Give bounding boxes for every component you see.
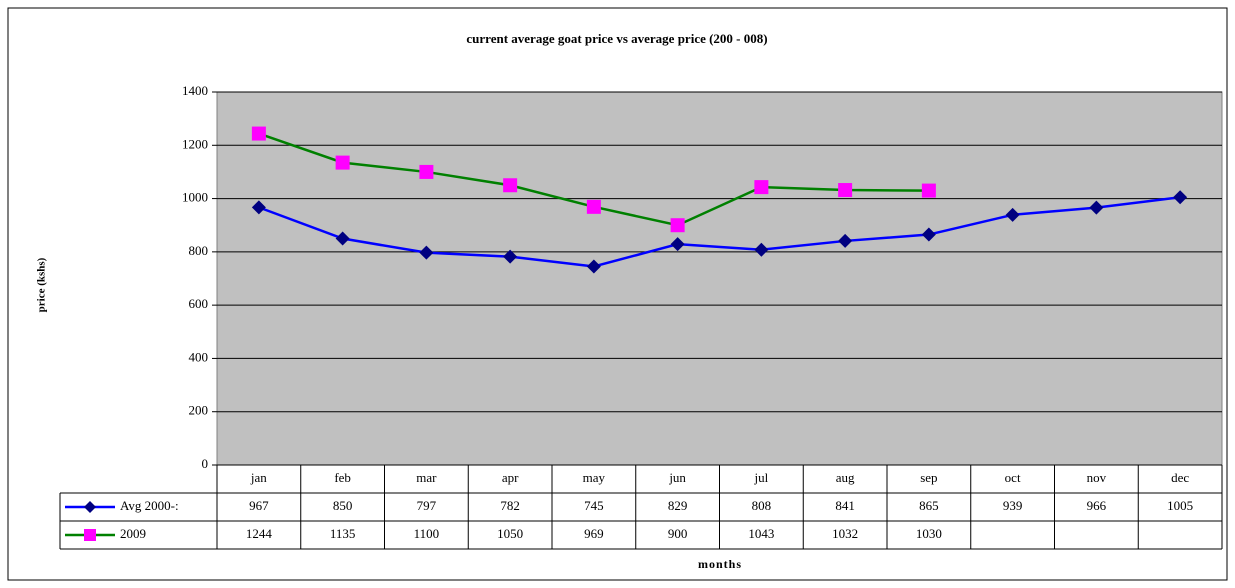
table-value: 850 — [333, 498, 353, 513]
table-value: 1244 — [246, 526, 273, 541]
table-value: 829 — [668, 498, 688, 513]
x-tick-label: mar — [416, 470, 437, 485]
y-tick-label: 1000 — [182, 190, 208, 205]
marker — [1173, 190, 1188, 205]
x-tick-label: nov — [1087, 470, 1107, 485]
y-tick-label: 0 — [202, 456, 209, 471]
x-tick-label: apr — [502, 470, 519, 485]
x-tick-label: feb — [334, 470, 351, 485]
plot-area — [216, 91, 1223, 466]
marker — [503, 178, 518, 193]
marker — [419, 245, 434, 260]
marker — [921, 227, 936, 242]
y-tick-label: 800 — [189, 243, 209, 258]
x-tick-label: oct — [1005, 470, 1021, 485]
y-tick-label: 400 — [189, 349, 209, 364]
y-tick-label: 1400 — [182, 83, 208, 98]
marker — [754, 242, 769, 257]
table-value: 900 — [668, 526, 688, 541]
table-value: 782 — [500, 498, 520, 513]
legend-marker — [84, 529, 96, 541]
x-tick-label: dec — [1171, 470, 1189, 485]
chart-title: current average goat price vs average pr… — [466, 31, 767, 46]
x-tick-label: aug — [836, 470, 855, 485]
marker — [838, 183, 853, 198]
table-value: 939 — [1003, 498, 1023, 513]
marker — [251, 200, 266, 215]
marker — [921, 183, 936, 198]
table-value: 841 — [835, 498, 855, 513]
marker — [670, 218, 685, 233]
table-value: 1032 — [832, 526, 858, 541]
legend-marker — [84, 501, 96, 513]
marker — [1005, 207, 1020, 222]
x-tick-label: jan — [250, 470, 267, 485]
x-axis-label: months — [698, 557, 742, 571]
marker — [251, 126, 266, 141]
marker — [838, 233, 853, 248]
y-tick-label: 200 — [189, 403, 209, 418]
x-tick-label: jul — [754, 470, 769, 485]
marker — [335, 231, 350, 246]
table-value: 865 — [919, 498, 939, 513]
table-value: 745 — [584, 498, 604, 513]
table-value: 967 — [249, 498, 269, 513]
marker — [503, 249, 518, 264]
marker — [1089, 200, 1104, 215]
table-value: 797 — [417, 498, 437, 513]
x-tick-label: may — [583, 470, 606, 485]
table-value: 1043 — [748, 526, 774, 541]
marker — [670, 237, 685, 252]
table-value: 969 — [584, 526, 604, 541]
table-value: 1100 — [414, 526, 440, 541]
marker — [586, 199, 601, 214]
table-value: 1050 — [497, 526, 523, 541]
legend-label: 2009 — [120, 526, 146, 541]
legend-label: Avg 2000-: — [120, 498, 179, 513]
marker — [754, 180, 769, 195]
table-value: 1030 — [916, 526, 942, 541]
table-value: 1005 — [1167, 498, 1193, 513]
x-tick-label: jun — [668, 470, 686, 485]
table-value: 966 — [1087, 498, 1107, 513]
series-line — [258, 195, 1181, 268]
y-tick-label: 600 — [189, 296, 209, 311]
marker — [335, 155, 350, 170]
table-value: 808 — [752, 498, 772, 513]
y-tick-label: 1200 — [182, 136, 208, 151]
y-axis-label: price (kshs) — [36, 257, 48, 312]
table-value: 1135 — [330, 526, 356, 541]
marker — [419, 164, 434, 179]
x-tick-label: sep — [920, 470, 937, 485]
marker — [586, 259, 601, 274]
